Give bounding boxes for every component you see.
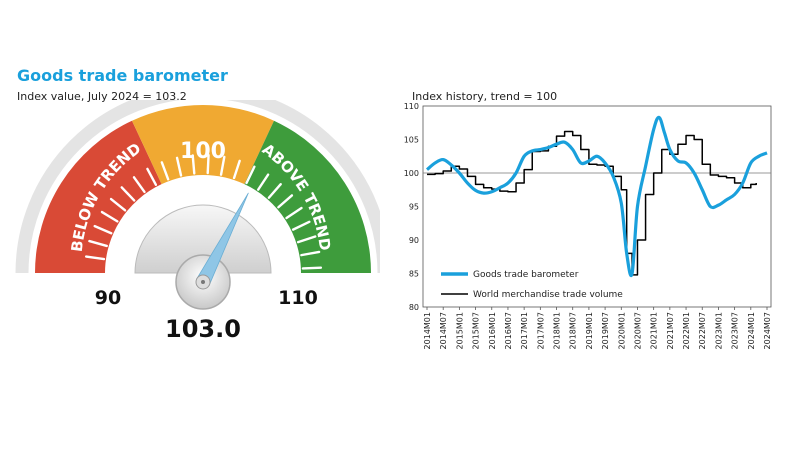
x-tick-label: 2024M01 (747, 312, 756, 349)
history-chart-title: Index history, trend = 100 (412, 90, 558, 103)
gauge-tick (109, 197, 127, 212)
x-tick-label: 2021M01 (650, 312, 659, 349)
x-tick-label: 2019M01 (585, 312, 594, 349)
y-tick-label: 110 (404, 102, 419, 111)
x-tick-label: 2014M01 (423, 312, 432, 349)
gauge-tick (277, 194, 294, 209)
y-axis-ticks: 80 85 90 95 100 105 110 (404, 102, 419, 312)
gauge-tick (93, 224, 113, 235)
gauge-tick (160, 161, 170, 181)
gauge-tick (291, 220, 311, 231)
gauge-tick (191, 154, 196, 175)
gauge-tick (175, 156, 183, 177)
legend: Goods trade barometer World merchandise … (441, 270, 623, 300)
x-tick-label: 2020M01 (617, 312, 626, 349)
gauge-tick (146, 167, 158, 186)
y-tick-label: 80 (409, 303, 419, 312)
series-line-barometer (425, 115, 768, 277)
gauge-inner-dial (134, 204, 272, 274)
gauge-max-label: 110 (278, 287, 318, 309)
gauge-hub-center (201, 280, 205, 284)
gauge-tick (300, 250, 321, 257)
gauge-min-label: 90 (95, 287, 121, 309)
y-tick-label: 95 (409, 203, 419, 212)
barometer-gauge: BELOW TREND ABOVE TREND 100 90 110 103.0 (15, 100, 380, 343)
x-tick-label: 2020M07 (633, 312, 642, 349)
gauge-tick (232, 159, 241, 180)
x-tick-label: 2014M07 (439, 312, 448, 349)
x-tick-label: 2016M07 (504, 312, 513, 349)
gauge-tick (245, 165, 256, 185)
x-tick-label: 2016M01 (488, 312, 497, 349)
gauge-tick (267, 183, 282, 199)
gauge-tick (301, 266, 323, 270)
gauge-value-label: 103.0 (165, 315, 241, 343)
gauge-outer-rim (15, 100, 380, 274)
gauge-tick (88, 239, 108, 248)
gauge-tick (285, 206, 303, 220)
gauge-tick (256, 173, 270, 191)
x-tick-label: 2017M07 (536, 312, 545, 349)
x-tick-label: 2023M07 (731, 312, 740, 349)
center-band-label: 100 (180, 139, 226, 164)
gauge-band-above (244, 120, 371, 273)
legend-label-trade-volume: World merchandise trade volume (473, 290, 623, 300)
legend-label-barometer: Goods trade barometer (473, 270, 579, 280)
gauge-ticks (84, 153, 323, 270)
x-tick-label: 2015M01 (455, 312, 464, 349)
x-tick-label: 2018M01 (553, 312, 562, 349)
series-line-trade-volume (427, 130, 757, 276)
gauge-tick (219, 155, 226, 176)
x-tick-label: 2021M07 (666, 312, 675, 349)
gauge-tick (132, 176, 146, 194)
x-tick-label: 2024M07 (763, 312, 772, 349)
x-tick-label: 2015M07 (472, 312, 481, 349)
gauge-tick (120, 186, 136, 202)
x-tick-label: 2018M07 (569, 312, 578, 349)
x-tick-label: 2023M01 (714, 312, 723, 349)
y-tick-label: 100 (404, 169, 419, 178)
plot-frame (422, 105, 772, 308)
y-tick-label: 105 (404, 136, 419, 145)
gauge-band-below (35, 120, 162, 273)
x-axis-ticks: 2014M01 2014M07 2015M01 2015M07 2016M01 2016M… (423, 307, 772, 349)
gauge-tick (206, 153, 210, 175)
x-tick-label: 2022M07 (698, 312, 707, 349)
goods-trade-barometer-title: Goods trade barometer (17, 66, 228, 85)
y-tick-label: 85 (409, 270, 419, 279)
x-tick-label: 2022M01 (682, 312, 691, 349)
gauge-tick (100, 210, 119, 223)
series-lines (425, 115, 768, 277)
gauge-tick (84, 255, 106, 261)
y-tick-label: 90 (409, 236, 419, 245)
x-tick-label: 2017M01 (520, 312, 529, 349)
x-tick-label: 2019M07 (601, 312, 610, 349)
gauge-tick (296, 235, 317, 244)
